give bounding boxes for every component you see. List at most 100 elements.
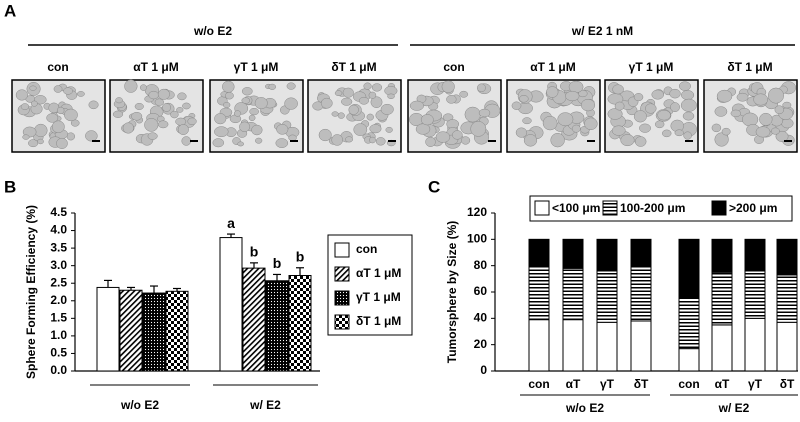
sphere [363, 82, 372, 90]
sphere [157, 88, 170, 100]
sphere [212, 138, 225, 148]
sphere [63, 87, 73, 95]
bar-segment [711, 271, 733, 326]
legend-swatch [602, 200, 618, 216]
panel-label: A [4, 1, 16, 20]
sphere [753, 93, 769, 106]
sphere [775, 130, 789, 142]
bar-segment [776, 274, 798, 323]
sphere [678, 81, 691, 91]
sphere [571, 124, 581, 133]
sphere [736, 92, 749, 102]
sphere [470, 121, 487, 137]
legend-label: 100-200 μm [620, 201, 685, 215]
y-tick-label: 0 [480, 363, 487, 377]
legend-swatch [334, 242, 350, 258]
bar-segment [711, 238, 733, 273]
x-tick-label: αT [715, 377, 730, 391]
sphere [654, 120, 665, 129]
bar-segment [528, 238, 550, 267]
significance-letter: b [273, 255, 282, 271]
sphere [64, 108, 78, 122]
y-tick-label: 0.5 [50, 346, 67, 360]
sphere [239, 121, 251, 133]
sphere [22, 134, 30, 140]
sphere [20, 103, 30, 110]
sphere [519, 95, 529, 103]
significance-letter: b [296, 248, 305, 264]
bar [165, 290, 189, 372]
sphere [774, 105, 785, 115]
sphere [88, 100, 99, 110]
y-tick-label: 2.0 [50, 293, 67, 307]
y-tick-label: 2.5 [50, 275, 67, 289]
legend-swatch [711, 200, 727, 216]
sphere [131, 111, 143, 121]
y-tick-label: 3.0 [50, 258, 67, 272]
sphere [385, 126, 393, 133]
y-tick-label: 20 [474, 337, 488, 351]
sphere [420, 114, 434, 126]
image-label: αT 1 μM [530, 60, 575, 74]
sphere [459, 90, 469, 98]
sphere [144, 118, 159, 132]
sphere [170, 110, 179, 119]
sphere [147, 132, 158, 140]
sphere [657, 109, 671, 121]
sphere [225, 91, 234, 100]
sphere [550, 133, 565, 148]
sphere [248, 114, 256, 121]
bar-segment [596, 270, 618, 323]
sphere [331, 134, 344, 146]
sphere [284, 97, 298, 110]
sphere [34, 95, 47, 105]
sphere [214, 113, 227, 125]
sphere [674, 129, 684, 137]
sphere [714, 106, 728, 117]
sphere [651, 89, 664, 100]
sphere [366, 113, 374, 121]
group-label: w/ E2 1 nM [571, 24, 633, 38]
bar-segment [630, 238, 652, 267]
sphere [122, 122, 134, 134]
sphere [614, 101, 625, 111]
sphere [477, 83, 486, 93]
sphere [375, 137, 386, 146]
sphere [214, 126, 229, 138]
bar-segment [744, 317, 766, 372]
panel-label: C [428, 177, 440, 196]
sphere [342, 87, 354, 98]
sphere [634, 136, 647, 147]
sphere [112, 110, 124, 118]
sphere [134, 103, 144, 110]
bar [242, 267, 266, 372]
sphere [157, 120, 169, 129]
sphere [124, 79, 138, 93]
y-tick-label: 60 [474, 284, 488, 298]
sphere [387, 93, 395, 100]
sphere [233, 110, 242, 117]
bar-segment [678, 348, 700, 372]
image-label: con [443, 60, 464, 74]
bar [288, 274, 312, 372]
bar [142, 292, 166, 372]
image-label: γT 1 μM [234, 60, 279, 74]
legend-label: <100 μm [552, 201, 600, 215]
x-tick-label: w/ E2 [249, 398, 281, 412]
sphere [711, 123, 722, 133]
y-tick-label: 100 [467, 232, 487, 246]
y-axis-label: Tumorsphere by Size (%) [445, 221, 459, 363]
sphere [669, 88, 681, 99]
y-tick-label: 80 [474, 258, 488, 272]
bar-segment [776, 321, 798, 372]
sphere [268, 83, 277, 90]
sphere [370, 96, 383, 108]
sphere [612, 84, 624, 95]
sphere [511, 101, 522, 110]
y-tick-label: 4.5 [50, 205, 67, 219]
sphere [515, 127, 528, 138]
sphere [683, 131, 692, 140]
sphere [759, 112, 773, 126]
sphere [380, 103, 394, 115]
